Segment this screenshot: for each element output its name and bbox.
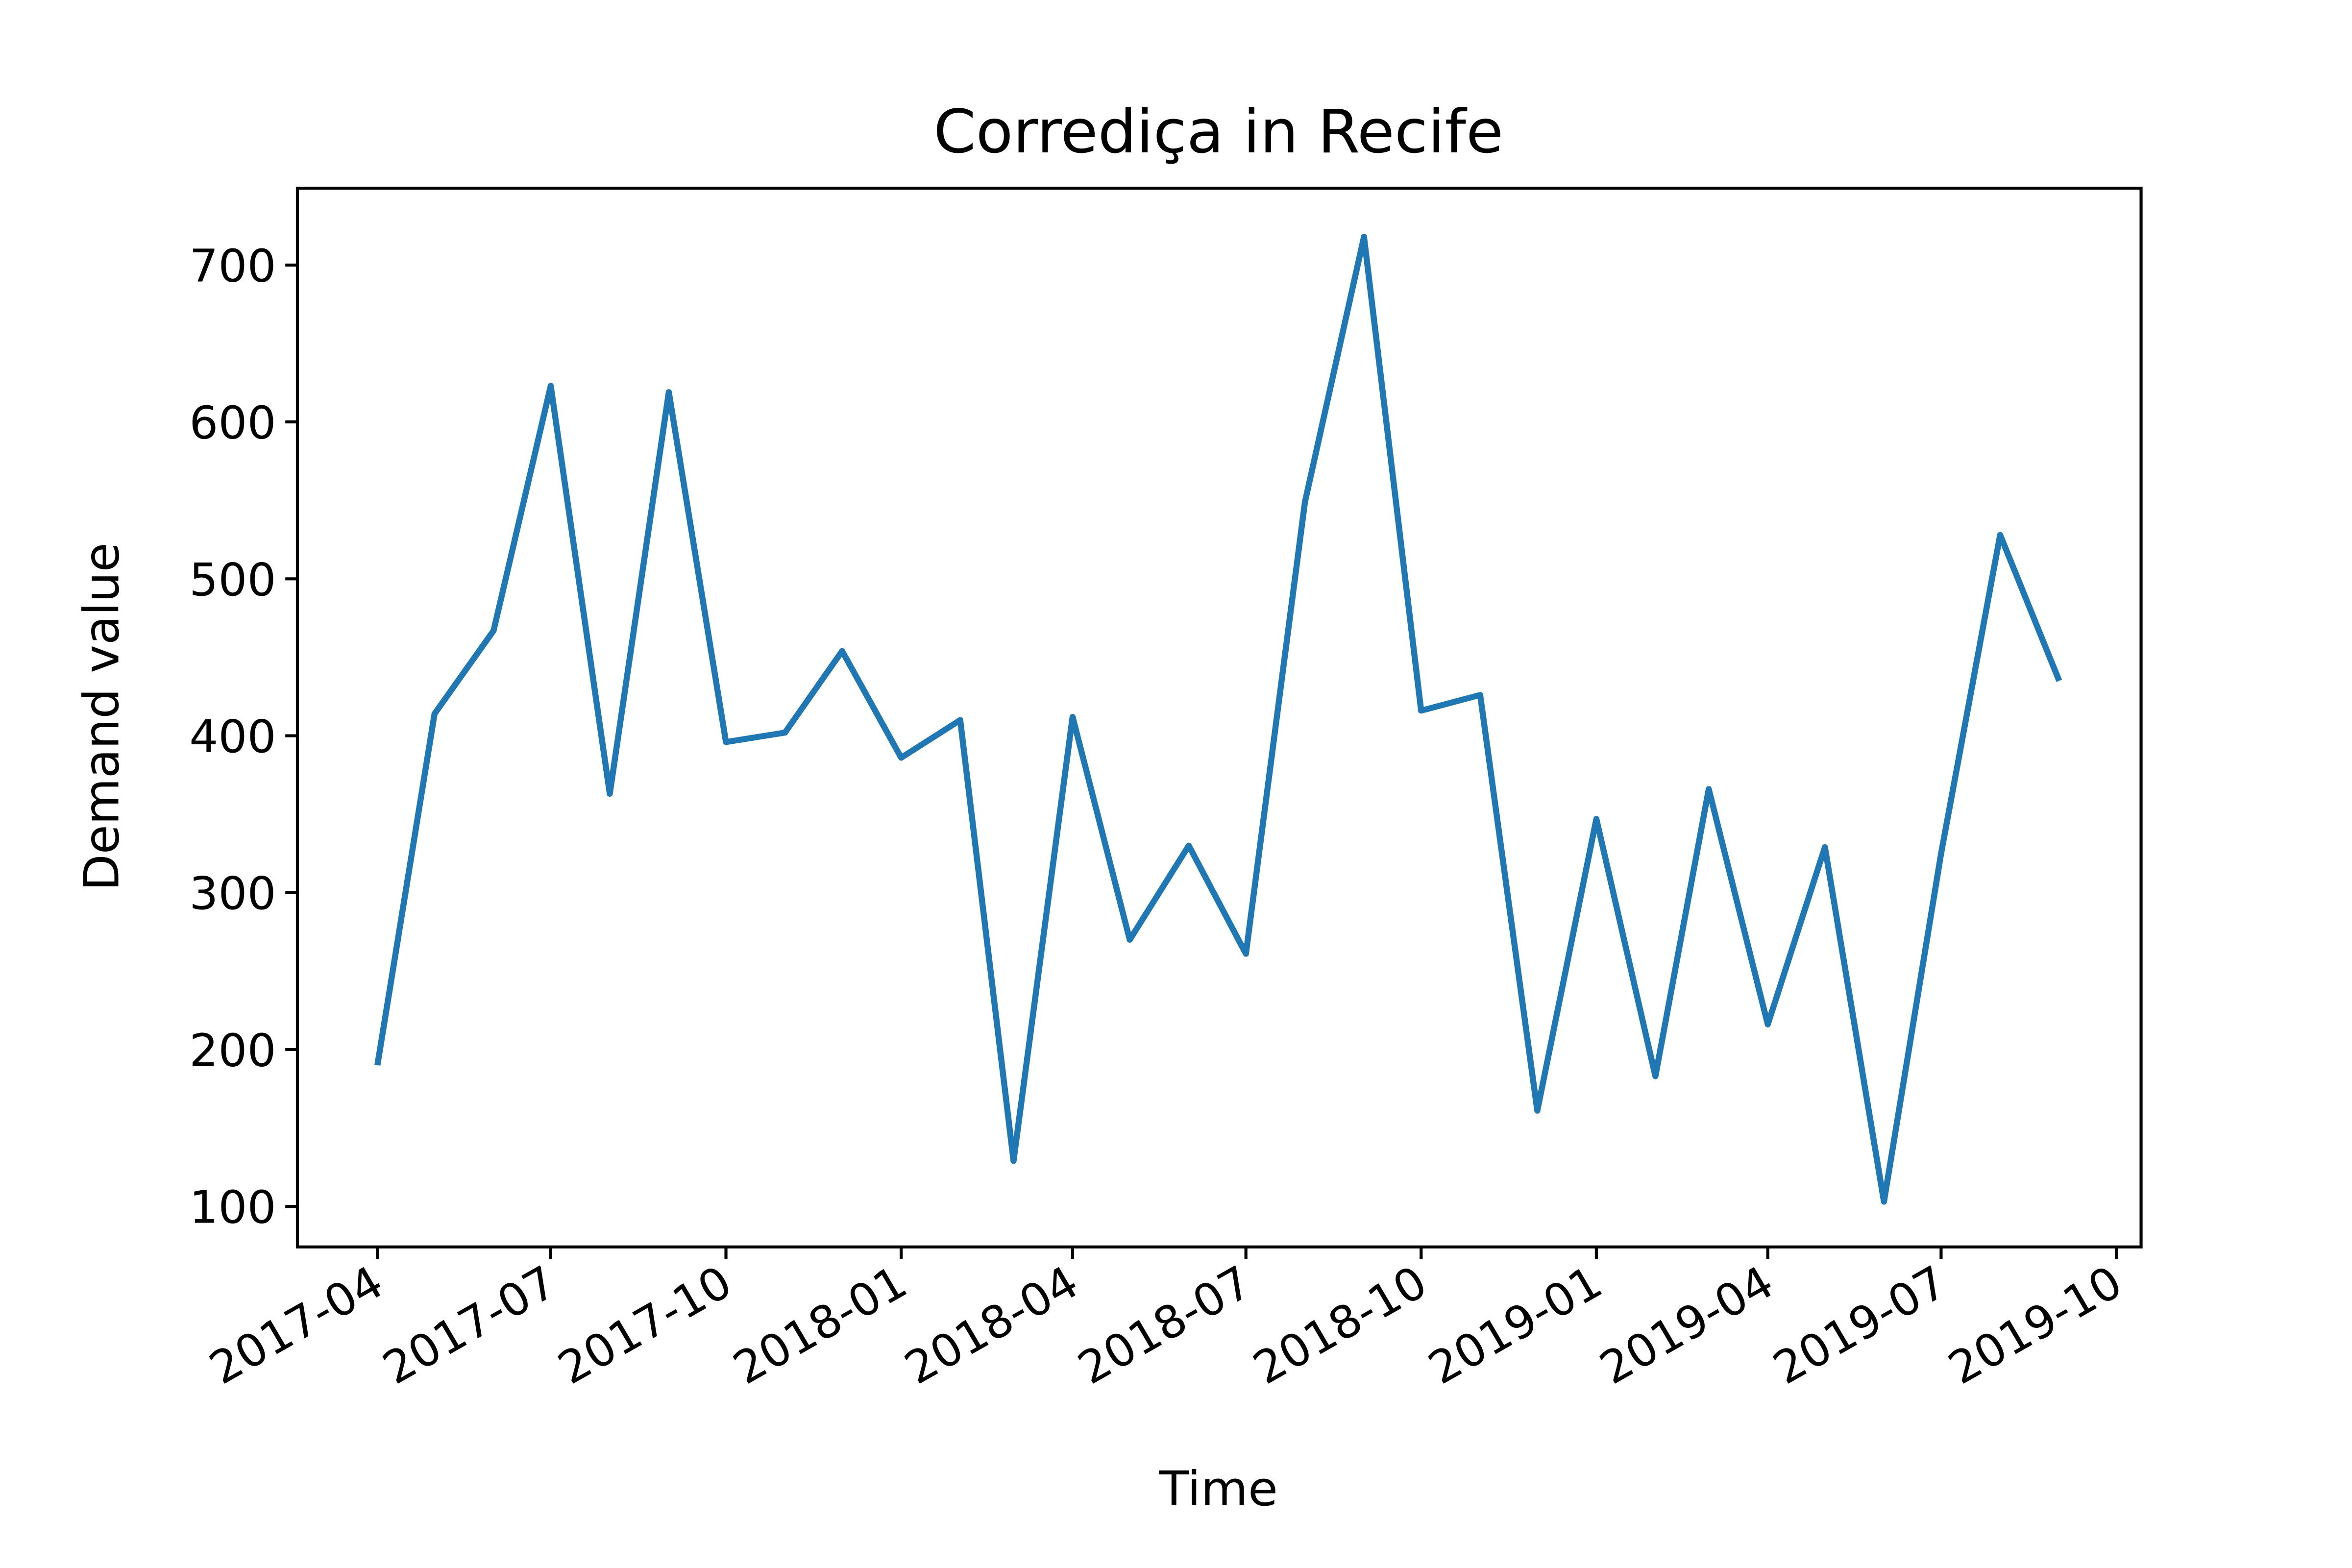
y-tick-label: 700	[189, 240, 276, 292]
y-axis-label: Demand value	[74, 542, 130, 891]
y-tick-label: 200	[189, 1024, 276, 1077]
series-line	[374, 234, 2062, 1205]
y-tick-label: 400	[189, 710, 276, 763]
plot-frame	[295, 186, 2143, 1249]
y-tick-label: 600	[189, 396, 276, 449]
y-axis: 100 200 300 400 500 600 700	[189, 240, 297, 1233]
y-tick-label: 100	[189, 1181, 276, 1233]
chart-title: Corrediça in Recife	[933, 97, 1503, 167]
x-axis-label: Time	[1158, 1462, 1277, 1517]
y-tick-label: 300	[189, 867, 276, 920]
y-tick-label: 500	[189, 554, 276, 606]
plot-area	[374, 234, 2062, 1205]
